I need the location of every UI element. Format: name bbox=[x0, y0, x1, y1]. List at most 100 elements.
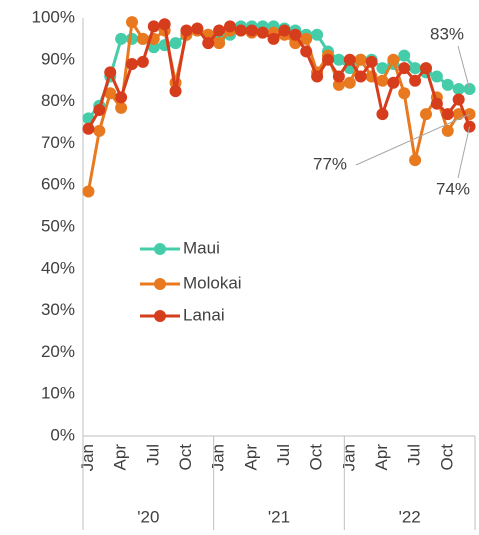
marker bbox=[387, 53, 400, 66]
marker bbox=[104, 87, 117, 100]
y-tick-label: 20% bbox=[41, 342, 75, 361]
y-tick-label: 0% bbox=[50, 425, 75, 444]
legend-marker bbox=[154, 243, 166, 255]
x-group-label: '21 bbox=[268, 507, 290, 526]
marker bbox=[398, 87, 411, 100]
marker bbox=[430, 70, 443, 83]
x-tick-label: Jul bbox=[143, 444, 162, 466]
x-tick-label: Jan bbox=[209, 444, 228, 471]
marker bbox=[376, 62, 389, 75]
legend-marker bbox=[154, 310, 166, 322]
series-line bbox=[86, 20, 470, 192]
x-tick-label: Apr bbox=[111, 444, 130, 471]
marker bbox=[398, 49, 411, 62]
marker bbox=[256, 26, 269, 39]
marker bbox=[126, 57, 138, 70]
y-tick-label: 50% bbox=[41, 216, 75, 235]
marker bbox=[332, 53, 345, 66]
marker bbox=[191, 22, 204, 35]
marker bbox=[441, 78, 454, 91]
marker bbox=[441, 124, 454, 137]
x-group-label: '22 bbox=[399, 507, 421, 526]
marker bbox=[213, 37, 226, 50]
marker bbox=[234, 24, 247, 37]
marker bbox=[409, 154, 422, 167]
y-tick-label: 70% bbox=[41, 133, 75, 152]
y-tick-label: 80% bbox=[41, 91, 75, 110]
marker bbox=[452, 93, 465, 106]
marker bbox=[398, 62, 411, 75]
leader-line bbox=[457, 126, 471, 179]
y-tick-label: 30% bbox=[41, 300, 75, 319]
marker bbox=[158, 18, 171, 31]
marker bbox=[147, 41, 160, 54]
marker bbox=[420, 62, 432, 75]
marker bbox=[311, 70, 324, 83]
x-tick-label: Oct bbox=[437, 444, 456, 471]
y-tick-label: 40% bbox=[41, 258, 75, 277]
marker bbox=[224, 20, 236, 33]
legend-marker bbox=[154, 278, 166, 290]
marker bbox=[430, 97, 443, 110]
marker bbox=[332, 78, 345, 91]
x-tick-label: Jan bbox=[339, 444, 358, 471]
leader-line bbox=[355, 113, 470, 166]
marker bbox=[300, 45, 313, 58]
x-tick-label: Apr bbox=[241, 444, 260, 471]
x-tick-label: Oct bbox=[307, 444, 326, 471]
marker bbox=[267, 32, 280, 45]
marker bbox=[343, 53, 356, 66]
marker bbox=[409, 62, 422, 75]
marker bbox=[365, 55, 378, 68]
marker bbox=[169, 85, 182, 98]
marker bbox=[289, 28, 302, 41]
marker bbox=[82, 122, 95, 135]
marker bbox=[202, 37, 215, 50]
marker bbox=[169, 37, 182, 50]
x-tick-label: Jul bbox=[274, 444, 293, 466]
data-label: 74% bbox=[436, 179, 470, 198]
marker bbox=[387, 76, 400, 89]
marker bbox=[115, 101, 128, 114]
marker bbox=[126, 16, 138, 29]
y-tick-label: 10% bbox=[41, 384, 75, 403]
marker bbox=[332, 70, 345, 83]
y-tick-label: 100% bbox=[32, 7, 75, 26]
marker bbox=[245, 24, 258, 37]
marker bbox=[180, 24, 193, 37]
marker bbox=[463, 120, 476, 133]
marker bbox=[93, 124, 106, 137]
marker bbox=[376, 108, 389, 121]
legend-label: Molokai bbox=[183, 273, 242, 292]
marker bbox=[300, 32, 313, 45]
legend-label: Maui bbox=[183, 238, 220, 257]
x-tick-label: Jul bbox=[405, 444, 424, 466]
marker bbox=[136, 55, 149, 68]
x-tick-label: Jan bbox=[78, 444, 97, 471]
marker bbox=[452, 83, 465, 96]
marker bbox=[147, 20, 160, 33]
y-tick-label: 60% bbox=[41, 175, 75, 194]
marker bbox=[441, 108, 454, 121]
x-tick-label: Oct bbox=[176, 444, 195, 471]
marker bbox=[322, 53, 334, 66]
data-label: 83% bbox=[430, 24, 464, 43]
data-label: 77% bbox=[313, 154, 347, 173]
marker bbox=[354, 53, 367, 66]
marker bbox=[278, 24, 291, 37]
marker bbox=[104, 66, 117, 79]
marker bbox=[311, 28, 324, 41]
x-group-label: '20 bbox=[137, 507, 159, 526]
marker bbox=[213, 24, 226, 37]
y-tick-label: 90% bbox=[41, 49, 75, 68]
marker bbox=[376, 74, 389, 87]
marker bbox=[409, 74, 422, 87]
marker bbox=[354, 70, 367, 83]
marker bbox=[82, 185, 95, 198]
marker bbox=[115, 91, 128, 104]
marker bbox=[136, 32, 149, 45]
marker bbox=[115, 32, 128, 45]
leader-line bbox=[457, 45, 471, 90]
x-tick-label: Apr bbox=[372, 444, 391, 471]
marker bbox=[93, 103, 106, 116]
